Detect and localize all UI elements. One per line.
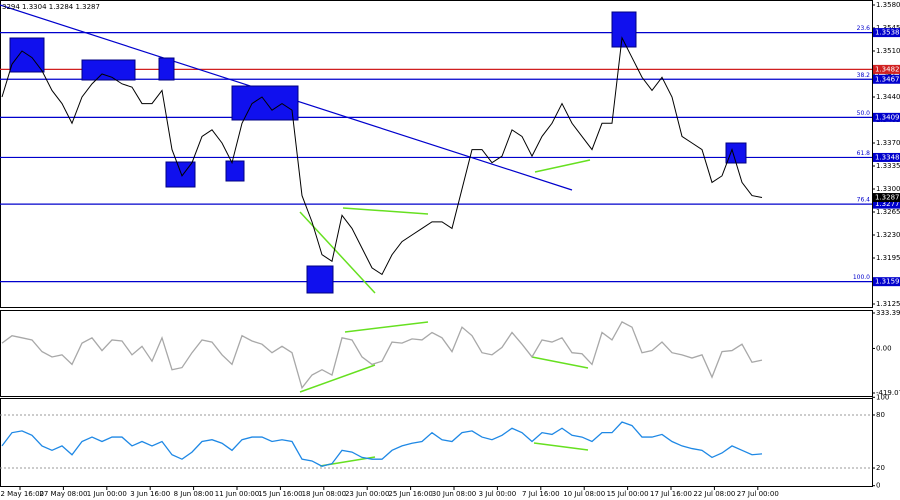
y-tick-label: 1.3230 (876, 231, 900, 239)
level-price-label: 1.3348 (875, 153, 900, 161)
x-tick-label: 17 Jul 16:00 (650, 490, 692, 498)
fib-label: 23.6 (857, 25, 871, 32)
level-price-box (873, 74, 900, 84)
zone-box (165, 161, 196, 188)
fib-label: 50.0 (857, 110, 871, 117)
frames (0, 0, 873, 487)
y-tick-label: 1.3335 (876, 162, 900, 170)
divergence-line (534, 159, 591, 173)
level-price-box (873, 199, 900, 209)
divergence-line (531, 356, 589, 369)
x-tick-label: 27 May 08:00 (39, 490, 87, 498)
level-price-label: 1.3538 (875, 29, 900, 37)
y-tick-label: 1.3125 (876, 300, 900, 308)
level-price-label: 1.3409 (875, 113, 900, 121)
y-tick-label: 0.00 (876, 344, 892, 352)
x-tick-label: 8 Jun 08:00 (174, 490, 214, 498)
zone-box (158, 57, 175, 81)
y-tick-label: 1.3195 (876, 254, 900, 262)
y-tick-label: 1.3580 (876, 1, 900, 9)
x-tick-label: 3 Jul 00:00 (479, 490, 517, 498)
current-price-label: 1.3287 (875, 194, 900, 202)
y-tick-label: 100 (876, 393, 889, 401)
level-price-box (873, 112, 900, 122)
fib-label: 76.4 (857, 197, 871, 204)
zone-boxes (9, 11, 747, 294)
drawings (0, 4, 747, 467)
price-panel (0, 0, 873, 308)
fib-label: 100.0 (853, 274, 870, 281)
level-price-label: 1.3467 (875, 75, 900, 83)
y-tick-label: 1.3545 (876, 24, 900, 32)
level-price-label: 1.3482 (875, 65, 900, 73)
x-tick-label: 7 Jul 16:00 (522, 490, 560, 498)
x-tick-label: 23 Jun 00:00 (345, 490, 389, 498)
y-tick-label: 333.3997 (876, 309, 900, 317)
level-price-label: 1.3159 (875, 278, 900, 286)
y-tick-label: 1.3370 (876, 139, 900, 147)
level-price-box (873, 152, 900, 162)
x-tick-label: 15 Jul 00:00 (607, 490, 649, 498)
price-line (1, 36, 763, 276)
y-tick-label: 1.3300 (876, 185, 900, 193)
x-tick-label: 11 Jun 00:00 (215, 490, 259, 498)
divergence-line (344, 321, 429, 333)
y-tick-label: 1.3265 (876, 208, 900, 216)
zone-box (225, 160, 245, 182)
level-price-label: 1.3277 (875, 200, 900, 208)
x-tick-label: 30 Jun 08:00 (432, 490, 476, 498)
zone-box (725, 142, 747, 164)
x-tick-label: 22 Jul 08:00 (693, 490, 735, 498)
y-tick-label: 1.3510 (876, 47, 900, 55)
y-tick-label: 20 (876, 464, 885, 472)
x-tick-label: 1 Jun 00:00 (87, 490, 127, 498)
y-tick-label: 80 (876, 411, 885, 419)
x-tick-label: 22 May 16:00 (0, 490, 44, 498)
y-tick-label: 1.3440 (876, 93, 900, 101)
x-tick-label: 27 Jul 00:00 (737, 490, 779, 498)
price-line (1, 320, 763, 390)
level-price-box (873, 28, 900, 38)
x-tick-label: 18 Jun 08:00 (302, 490, 346, 498)
x-tick-label: 10 Jul 08:00 (563, 490, 605, 498)
current-price-box (873, 193, 900, 203)
cci-panel (0, 310, 873, 397)
divergence-line (342, 207, 429, 215)
zone-box (306, 265, 334, 294)
y-tick-label: 0 (876, 482, 880, 490)
divergence-line (299, 211, 376, 294)
y-tick-label: 1.3475 (876, 70, 900, 78)
price-line (1, 421, 763, 467)
divergence-line (299, 364, 376, 393)
level-price-box (873, 64, 900, 74)
x-tick-label: 3 Jun 16:00 (130, 490, 170, 498)
fib-label: 61.8 (857, 150, 871, 157)
zone-box (81, 59, 136, 81)
fib-label: 38.2 (857, 72, 871, 79)
rsi-panel (0, 398, 873, 487)
level-price-box (873, 277, 900, 287)
y-tick-label: -419.071 (876, 389, 900, 397)
zone-box (231, 85, 299, 121)
x-tick-label: 25 Jun 16:00 (388, 490, 432, 498)
divergence-line (533, 442, 589, 451)
header-quote: 3294 1.3304 1.3284 1.3287 (2, 3, 100, 11)
x-tick-label: 15 Jun 16:00 (258, 490, 302, 498)
